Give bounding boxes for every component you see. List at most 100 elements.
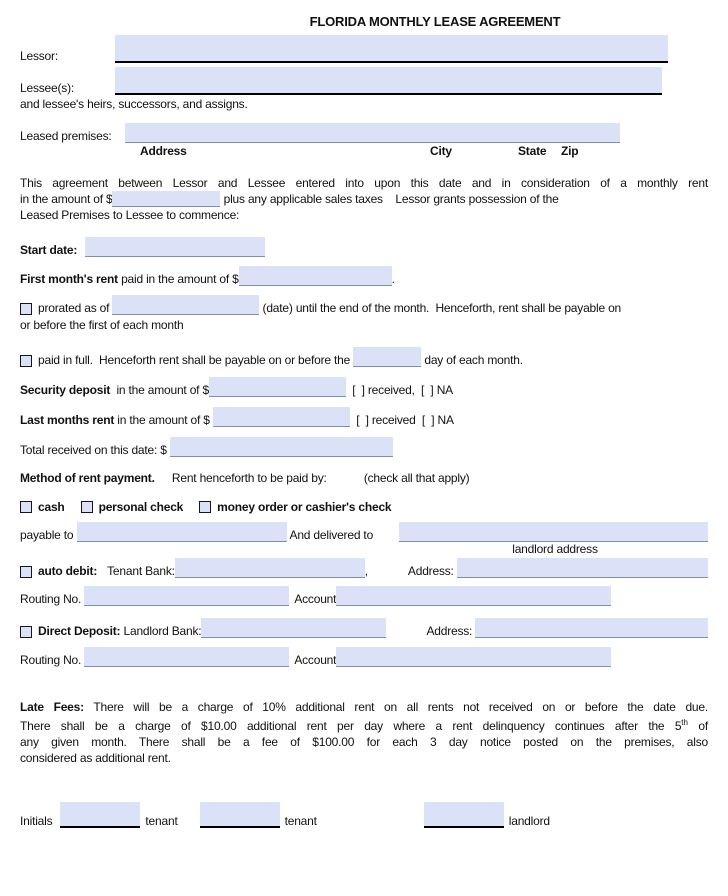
prorated-checkbox[interactable] [20,303,32,315]
prorated-row: prorated as of (date) until the end of t… [20,295,708,315]
direct-deposit-address-field[interactable] [475,618,708,638]
last-month-row: Last months rent in the amount of $ [ ] … [20,407,708,427]
routing2-field[interactable] [84,647,290,667]
personal-check-checkbox[interactable] [80,500,93,513]
payable-label: payable to [20,528,77,542]
intro-line2: in the amount of $ plus any applicable s… [20,191,708,207]
landlord-bank-field[interactable] [201,618,387,638]
account1-field[interactable] [336,586,612,606]
security-deposit-row: Security deposit in the amount of $ [ ] … [20,377,708,397]
late-fees-line2: There shall be a charge of $10.00 additi… [20,715,708,734]
premises-captions: Address City State Zip [20,143,708,158]
page-title: FLORIDA MONTHLY LEASE AGREEMENT [309,14,561,29]
account2-field[interactable] [336,647,612,667]
last-month-label-bold: Last months rent [20,413,115,427]
tenant-bank-label: Tenant Bank: [107,564,175,578]
last-month-options: [ ] received [ ] NA [349,413,454,427]
initials-label: Initials [20,814,53,828]
tenant2-label: tenant [284,814,317,828]
cash-checkbox[interactable] [20,500,32,513]
intro-line3: Leased Premises to Lessee to commence: [20,208,240,222]
landlord-label: landlord [508,814,550,828]
first-month-period: . [391,272,395,286]
last-month-label: in the amount of $ [114,413,213,427]
first-month-label-bold: First month's rent [20,272,118,286]
initials-field-1[interactable] [60,802,141,828]
method-hint: (check all that apply) [363,471,470,485]
prorated-text: prorated as of [38,301,113,315]
method-label: Rent henceforth to be paid by: [171,471,327,485]
lessee-label: Lessee(s): [20,81,75,95]
late-fees-sup: th [681,718,688,727]
routing-row-1: Routing No. Account [20,586,708,606]
auto-debit-checkbox[interactable] [20,566,32,578]
late-fees-line3: any given month. There shall be a fee of… [20,735,708,749]
premises-field[interactable] [125,123,620,143]
prorated-date-field[interactable] [112,295,260,315]
direct-deposit-row: Direct Deposit: Landlord Bank: Address: [20,618,708,638]
cash-label: cash [38,499,65,514]
intro-paragraph: This agreement between Lessor and Lessee… [20,175,708,223]
delivered-to-field[interactable] [399,522,708,542]
auto-debit-address-field[interactable] [456,558,708,578]
zip-caption: Zip [561,144,579,158]
first-month-row: First month's rent paid in the amount of… [20,266,708,286]
auto-debit-address-label: Address: [407,564,457,578]
intro-line2-text2: plus any applicable sales taxes Lessor g… [220,192,559,206]
method-row: Method of rent payment. Rent henceforth … [20,470,708,486]
money-order-checkbox[interactable] [199,500,212,513]
intro-line2-text: in the amount of $ [20,192,113,206]
first-month-label: paid in the amount of $ [117,272,239,286]
prorated-line2: or before the first of each month [20,318,184,332]
security-label: in the amount of $ [110,383,209,397]
late-fees-line4: considered as additional rent. [20,751,171,765]
initials-row: Initials tenant tenant landlord [20,802,708,828]
late-fees-label: Late Fees: [20,700,84,714]
delivered-label: And delivered to [289,528,374,542]
landlord-bank-label: Landlord Bank: [120,624,202,638]
first-month-field[interactable] [238,266,392,286]
late-fees-text2: There shall be a charge of $10.00 additi… [20,719,682,733]
intro-line1: This agreement between Lessor and Lessee… [20,176,708,190]
lessor-field[interactable] [115,35,668,63]
direct-deposit-address-label: Address: [426,624,476,638]
total-received-field[interactable] [169,437,393,457]
late-fees-paragraph: Late Fees: There will be a charge of 10%… [20,699,708,766]
initials-field-3[interactable] [423,802,504,828]
lessor-row: Lessor: [20,35,708,63]
heirs-note: and lessee's heirs, successors, and assi… [20,97,248,111]
tenant-bank-field[interactable] [174,558,365,578]
paid-full-checkbox[interactable] [20,355,32,367]
state-caption: State [518,144,547,158]
routing2-label: Routing No. [20,653,85,667]
money-order-label: money order or cashier's check [217,499,392,514]
landlord-address-caption: landlord address [512,542,598,556]
security-deposit-field[interactable] [208,377,346,397]
payable-row: payable to And delivered to [20,522,708,542]
start-date-label: Start date: [20,243,78,257]
payment-options-row: cash personal check money order or cashi… [20,499,708,514]
account1-label: Account [294,592,337,606]
prorated-text2: (date) until the end of the month. Hence… [259,301,622,315]
late-fees-text1: There will be a charge of 10% additional… [83,700,708,714]
start-date-row: Start date: [20,237,708,257]
payable-to-field[interactable] [76,522,287,542]
initials-field-2[interactable] [199,802,280,828]
total-label: Total received on this date: $ [20,443,170,457]
paid-full-day-field[interactable] [353,347,422,367]
routing1-field[interactable] [84,586,290,606]
paid-full-text2: day of each month. [421,353,523,367]
security-label-bold: Security deposit [20,383,111,397]
start-date-field[interactable] [85,237,266,257]
paid-full-row: paid in full. Henceforth rent shall be p… [20,347,708,367]
total-received-row: Total received on this date: $ [20,437,708,457]
personal-check-label: personal check [98,499,184,514]
lessee-field[interactable] [115,67,662,95]
late-fees-text3: of [687,719,708,733]
direct-deposit-label: Direct Deposit: [38,624,121,638]
direct-deposit-checkbox[interactable] [20,626,32,638]
routing1-label: Routing No. [20,592,85,606]
last-month-field[interactable] [212,407,350,427]
monthly-rent-field[interactable] [112,191,221,207]
address-caption: Address [140,144,187,158]
